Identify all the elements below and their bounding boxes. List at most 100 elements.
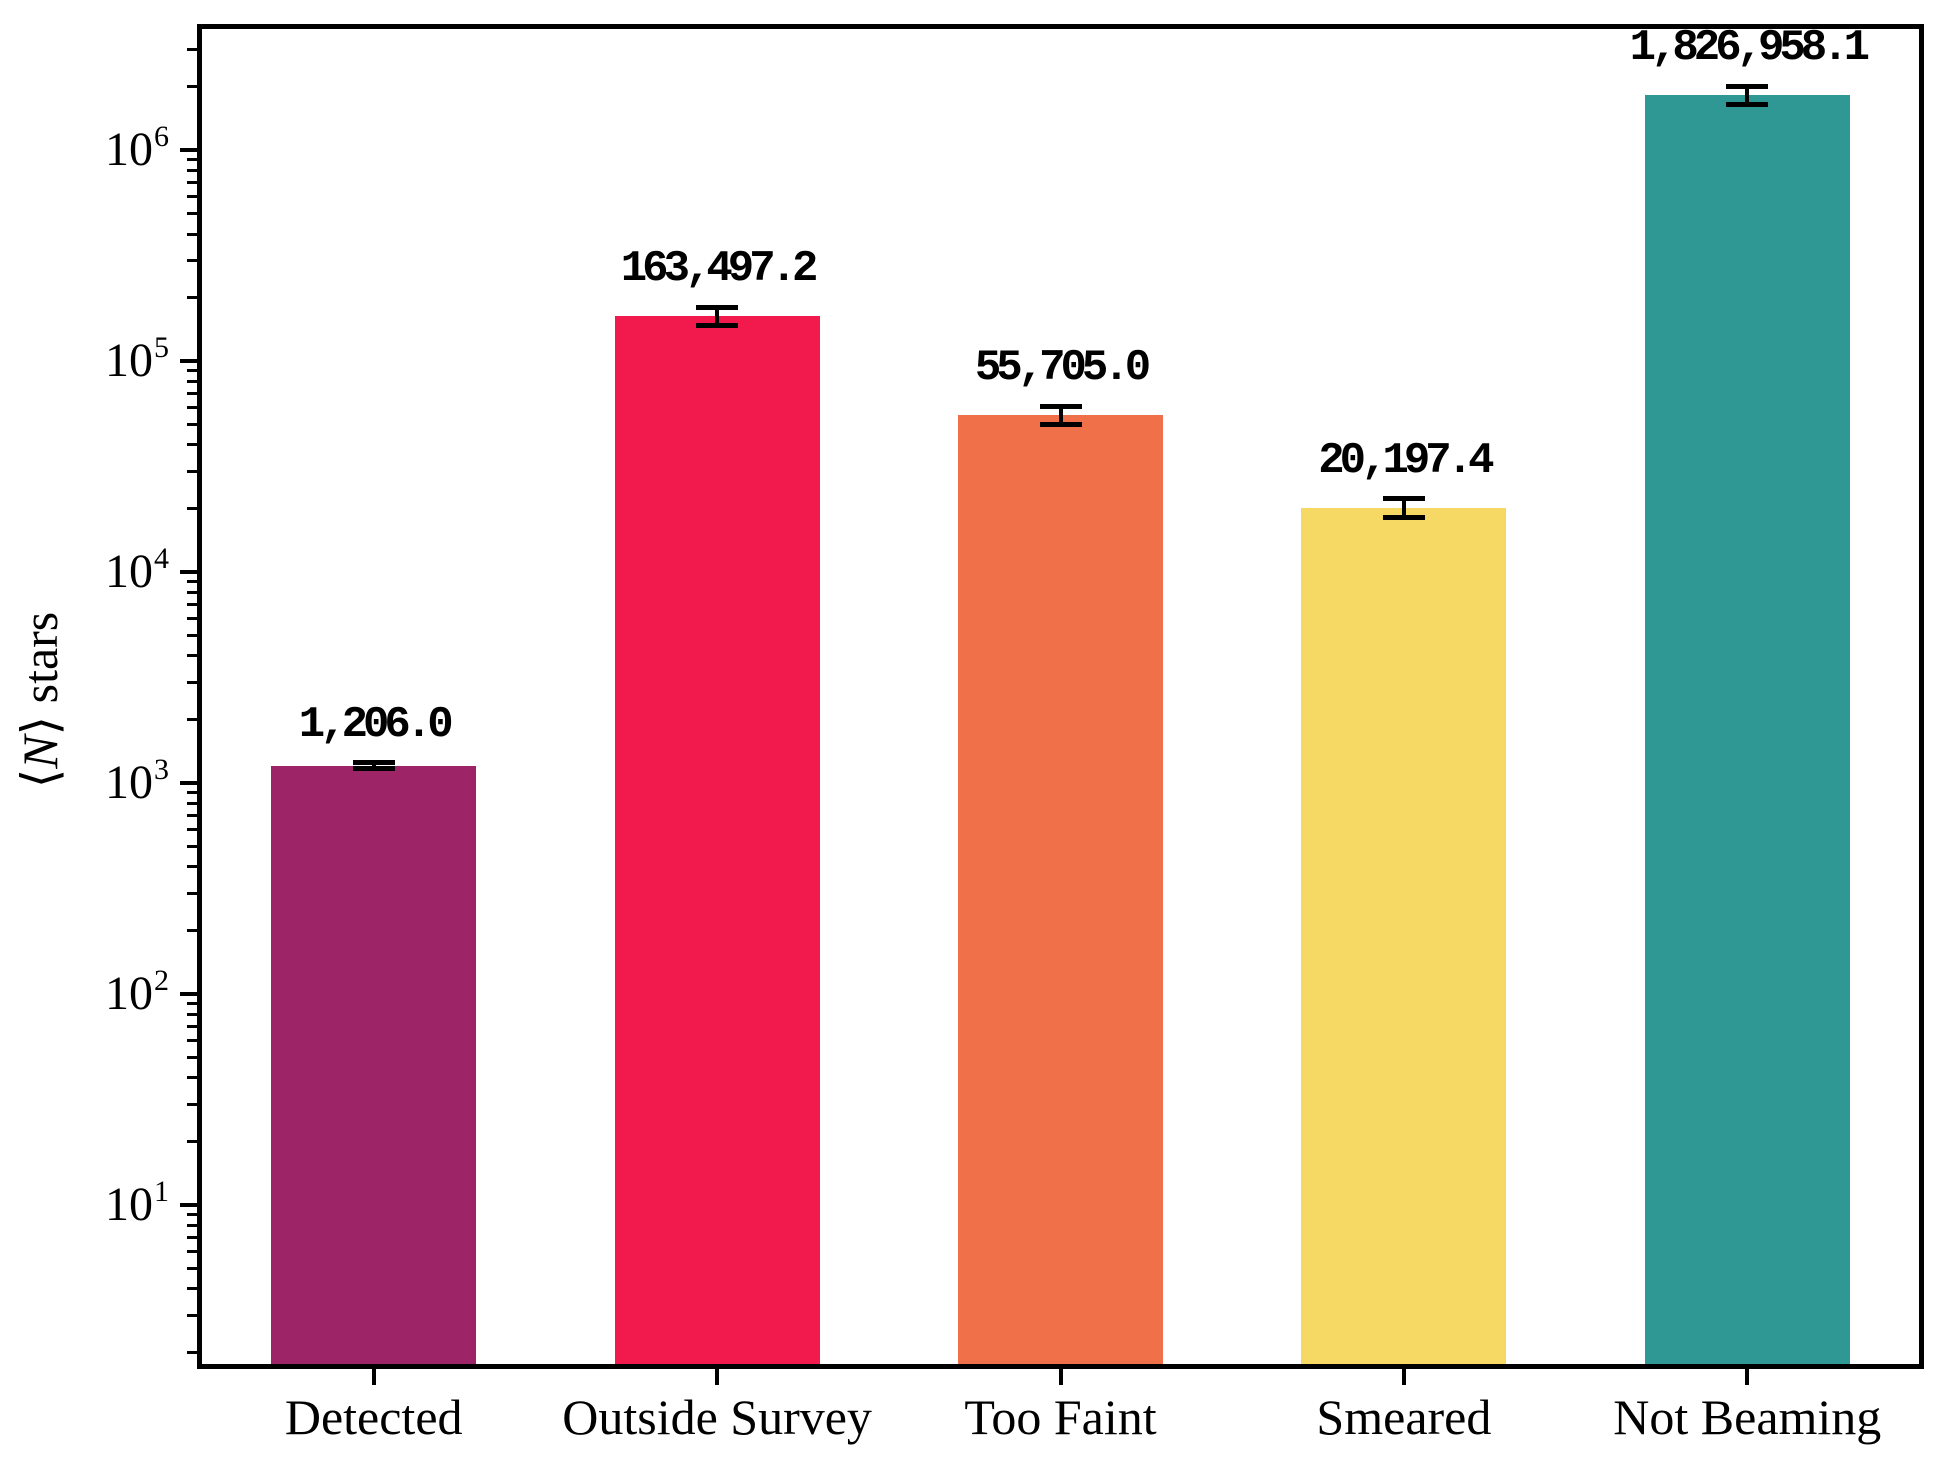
y-axis-minor-tick [187, 654, 197, 658]
y-axis-minor-tick [187, 617, 197, 621]
y-axis-minor-tick [187, 469, 197, 473]
y-axis-minor-tick [187, 1139, 197, 1143]
y-axis-minor-tick [187, 181, 197, 185]
y-axis-minor-tick [187, 369, 197, 373]
y-axis-minor-tick [187, 1055, 197, 1059]
y-axis-minor-tick [187, 1212, 197, 1216]
error-bar-top-cap-smeared [1382, 496, 1425, 502]
y-axis-minor-tick [187, 392, 197, 396]
y-axis-minor-tick [187, 791, 197, 795]
bar-not-beaming [1644, 94, 1850, 1364]
y-axis-minor-tick [187, 801, 197, 805]
x-axis-tick-outside-survey [715, 1369, 720, 1385]
y-axis-minor-tick [187, 195, 197, 199]
y-axis-minor-tick [187, 1102, 197, 1106]
y-axis-minor-tick [187, 717, 197, 721]
y-tick-exponent: 6 [154, 120, 169, 154]
y-axis-minor-tick [187, 423, 197, 427]
y-axis-minor-tick [187, 928, 197, 932]
y-axis-minor-tick [187, 506, 197, 510]
y-axis-minor-tick [187, 158, 197, 162]
y-axis-tick-label: 103 [28, 754, 169, 809]
plot-area [197, 24, 1924, 1369]
y-tick-base: 10 [105, 123, 153, 177]
y-axis-minor-tick [187, 590, 197, 594]
error-bar-top-cap-not-beaming [1726, 83, 1769, 89]
y-axis-minor-tick [187, 1012, 197, 1016]
y-tick-exponent: 5 [154, 331, 169, 365]
y-tick-base: 10 [105, 966, 153, 1020]
error-bar-top-cap-detected [352, 760, 395, 766]
y-axis-minor-tick [187, 633, 197, 637]
y-axis-tick-label: 101 [28, 1176, 169, 1231]
y-axis-major-tick [180, 569, 197, 574]
error-bar-line-outside-survey [715, 307, 720, 326]
y-axis-minor-tick [187, 1287, 197, 1291]
y-axis-major-tick [180, 359, 197, 364]
bar-value-label-smeared: 20,197.4 [1318, 435, 1494, 486]
y-axis-minor-tick [187, 844, 197, 848]
y-axis-minor-tick [187, 603, 197, 607]
x-axis-tick-not-beaming [1745, 1369, 1750, 1385]
y-axis-minor-tick [187, 1250, 197, 1254]
bar-outside-survey [614, 316, 820, 1364]
y-axis-minor-tick [187, 1002, 197, 1006]
y-axis-minor-tick [187, 1039, 197, 1043]
error-bar-top-cap-too-faint [1039, 403, 1082, 409]
y-axis-minor-tick [187, 258, 197, 262]
y-axis-minor-tick [187, 1223, 197, 1227]
y-axis-minor-tick [187, 1076, 197, 1080]
y-axis-minor-tick [187, 296, 197, 300]
y-axis-minor-tick [187, 169, 197, 173]
y-axis-minor-tick [187, 865, 197, 869]
y-tick-exponent: 1 [154, 1174, 169, 1208]
y-axis-minor-tick [187, 1266, 197, 1270]
bar-detected [271, 765, 477, 1364]
y-axis-major-tick [180, 780, 197, 785]
error-bar-line-detected [371, 762, 376, 769]
y-tick-base: 10 [105, 1177, 153, 1231]
y-axis-major-tick [180, 991, 197, 996]
x-axis-tick-smeared [1401, 1369, 1406, 1385]
error-bar-bottom-cap-too-faint [1039, 421, 1082, 427]
y-axis-minor-tick [187, 580, 197, 584]
y-axis-major-tick [180, 148, 197, 153]
x-axis-label-too-faint: Too Faint [964, 1389, 1157, 1445]
y-axis-minor-tick [187, 1025, 197, 1029]
y-axis-tick-label: 105 [28, 333, 169, 388]
error-bar-line-smeared [1401, 498, 1406, 518]
y-axis-minor-tick [187, 232, 197, 236]
y-axis-minor-tick [187, 814, 197, 818]
error-bar-bottom-cap-smeared [1382, 514, 1425, 520]
y-axis-minor-tick [187, 47, 197, 51]
y-tick-base: 10 [105, 755, 153, 809]
bar-value-label-not-beaming: 1,826,958.1 [1629, 23, 1870, 74]
y-axis-minor-tick [187, 1236, 197, 1240]
error-bar-bottom-cap-detected [352, 766, 395, 772]
y-axis-minor-tick [187, 828, 197, 832]
x-axis-tick-detected [371, 1369, 376, 1385]
y-axis-tick-label: 104 [28, 543, 169, 598]
bar-smeared [1301, 507, 1507, 1364]
x-axis-label-smeared: Smeared [1316, 1389, 1492, 1445]
y-axis-minor-tick [187, 891, 197, 895]
error-bar-line-not-beaming [1745, 86, 1750, 105]
x-axis-tick-too-faint [1058, 1369, 1063, 1385]
y-tick-base: 10 [105, 334, 153, 388]
y-axis-minor-tick [187, 379, 197, 383]
y-axis-minor-tick [187, 212, 197, 216]
y-axis-minor-tick [187, 1313, 197, 1317]
y-axis-tick-label: 102 [28, 965, 169, 1020]
error-bar-line-too-faint [1058, 406, 1063, 425]
x-axis-label-outside-survey: Outside Survey [562, 1389, 872, 1445]
error-bar-bottom-cap-outside-survey [696, 322, 739, 328]
y-tick-base: 10 [105, 544, 153, 598]
y-tick-exponent: 3 [154, 752, 169, 786]
x-axis-label-not-beaming: Not Beaming [1613, 1389, 1882, 1445]
x-axis-label-detected: Detected [284, 1389, 463, 1445]
error-bar-top-cap-outside-survey [696, 304, 739, 310]
y-axis-minor-tick [187, 680, 197, 684]
bar-value-label-too-faint: 55,705.0 [974, 343, 1151, 394]
y-axis-minor-tick [187, 85, 197, 89]
